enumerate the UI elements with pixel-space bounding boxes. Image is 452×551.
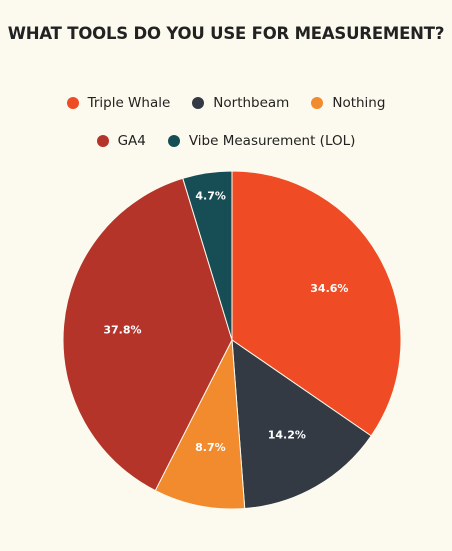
legend-item-triple-whale: Triple Whale [66, 95, 171, 111]
legend-swatch-northbeam [192, 97, 205, 109]
data-label-ga4: 37.8% [103, 323, 141, 336]
pie-slice-vibe-measurement-lol [182, 170, 233, 341]
legend-item-nothing: Nothing [311, 95, 385, 111]
pie-slice-triple-whale [231, 170, 402, 437]
data-label-nothing: 8.7% [195, 441, 226, 454]
data-label-vibe-measurement-lol: 4.7% [195, 190, 226, 203]
legend-row-2: GA4 Vibe Measurement (LOL) [0, 133, 452, 149]
data-label-northbeam: 14.2% [268, 428, 306, 441]
legend-swatch-ga4 [96, 135, 109, 147]
chart-title: WHAT TOOLS DO YOU USE FOR MEASUREMENT? [7, 24, 445, 43]
legend-label-northbeam: Northbeam [213, 95, 290, 111]
legend-swatch-vibe-measurement [167, 135, 180, 147]
legend-label-ga4: GA4 [117, 133, 146, 149]
legend-row-1: Triple Whale Northbeam Nothing [0, 95, 452, 111]
legend-label-vibe-measurement: Vibe Measurement (LOL) [188, 133, 356, 149]
legend-label-triple-whale: Triple Whale [87, 95, 171, 111]
legend-swatch-nothing [311, 97, 324, 109]
pie-slice-northbeam [231, 338, 372, 510]
legend-item-vibe-measurement: Vibe Measurement (LOL) [167, 133, 356, 149]
pie-slice-ga4 [62, 177, 233, 492]
legend-item-northbeam: Northbeam [192, 95, 289, 111]
legend-swatch-triple-whale [66, 97, 79, 109]
legend-item-ga4: GA4 [96, 133, 146, 149]
legend-label-nothing: Nothing [332, 95, 386, 111]
pie-slice-nothing [154, 338, 246, 510]
data-label-triple-whale: 34.6% [310, 282, 348, 295]
